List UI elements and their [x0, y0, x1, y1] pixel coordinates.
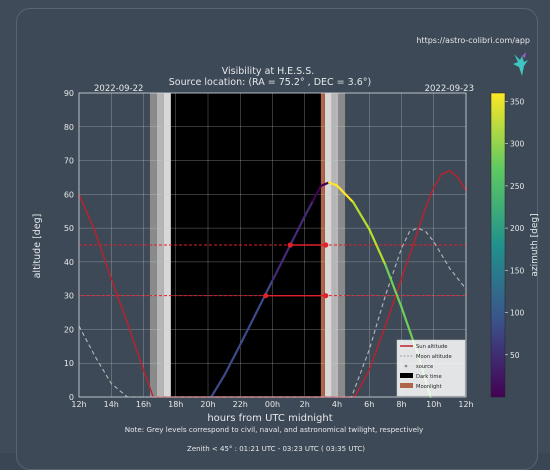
chart-legend: Sun altitude Moon altitude source Dark t…	[396, 339, 466, 397]
threshold-marker-start	[287, 242, 293, 248]
x-tick-label: 16h	[136, 400, 151, 409]
x-tick-label: 12h	[458, 400, 473, 409]
colorbar-tick-label: 250	[510, 182, 525, 191]
axes-layer: 12h 14h 16h 18h 20h 22h 00h 2h 4h 6h 8h 10h 12h01020…	[64, 89, 474, 409]
visibility-chart: 12h 14h 16h 18h 20h 22h 00h 2h 4h 6h 8h 10h 12h01020…	[32, 36, 540, 453]
date-right: 2022-09-23	[425, 84, 474, 94]
twilight-band-0-0	[149, 93, 157, 397]
colorbar-ticks: 50 100 150 200 250 300 350	[505, 97, 525, 360]
series-layer	[78, 169, 467, 399]
y-tick-label: 10	[64, 359, 74, 368]
axes-frame	[78, 92, 467, 398]
date-left: 2022-09-22	[94, 84, 143, 94]
x-tick-label: 8h	[396, 400, 406, 409]
source-track-segment	[335, 184, 355, 204]
y-tick-label: 70	[64, 157, 74, 166]
colorbar-tick-label: 50	[510, 351, 520, 360]
x-tick-label: 2h	[300, 400, 310, 409]
legend-label-sun: Sun altitude	[416, 344, 447, 350]
threshold-marker-end	[323, 293, 329, 299]
x-tick-label: 18h	[168, 400, 183, 409]
sun-altitude-line	[78, 169, 467, 398]
colorbar-label: azimuth [deg]	[530, 213, 540, 276]
source-track-segment	[384, 263, 403, 309]
hummingbird-logo	[513, 52, 528, 76]
source-track-segment	[223, 343, 242, 377]
y-tick-label: 60	[64, 190, 74, 199]
legend-swatch-source	[404, 364, 408, 368]
source-track-segment	[327, 181, 339, 187]
y-tick-label: 40	[64, 258, 74, 267]
y-tick-label: 0	[69, 393, 74, 402]
y-tick-label: 20	[64, 325, 74, 334]
x-tick-label: 10h	[426, 400, 441, 409]
y-axis-label: altitude [deg]	[32, 214, 43, 279]
colorbar-tick-label: 350	[510, 97, 525, 106]
zenith-footer: Zenith < 45° : 01:21 UTC - 03:23 UTC ( 0…	[187, 445, 365, 453]
x-tick-label: 12h	[71, 400, 86, 409]
x-tick-label: 14h	[104, 400, 119, 409]
y-tick-label: 80	[64, 123, 74, 132]
source-track-segment	[271, 247, 290, 282]
x-tick-label: 00h	[265, 400, 280, 409]
x-axis-label: hours from UTC midnight	[207, 413, 332, 424]
source-track-segment	[352, 201, 371, 231]
legend-swatch-moonlight	[400, 383, 413, 388]
y-tick-label: 50	[64, 224, 74, 233]
legend-label-dark: Dark time	[416, 374, 442, 380]
x-tick-label: 6h	[364, 400, 374, 409]
twilight-band-0-2	[163, 93, 171, 397]
source-track-segment	[303, 199, 314, 218]
legend-swatch-dark	[400, 373, 413, 378]
chart-subtitle: Source location: (RA = 75.2° , DEC = 3.6…	[169, 77, 371, 88]
x-tick-label: 20h	[200, 400, 215, 409]
legend-label-source: source	[416, 364, 433, 370]
x-tick-label: 22h	[233, 400, 248, 409]
source-track-segment	[239, 311, 258, 346]
twilight-note: Note: Grey levels correspond to civil, n…	[125, 425, 424, 434]
source-track-segment	[311, 184, 322, 203]
y-tick-label: 90	[64, 89, 74, 98]
chart-title: Visibility at H.E.S.S.	[222, 66, 315, 77]
colorbar-tick-label: 300	[510, 140, 525, 149]
moon-altitude-line	[78, 227, 467, 398]
url-text[interactable]: https://astro-colibri.com/app	[416, 36, 530, 45]
legend-label-moon: Moon altitude	[416, 354, 452, 360]
legend-label-moonlight: Moonlight	[416, 384, 442, 390]
colorbar-tick-label: 150	[510, 266, 525, 275]
colorbar-tick-label: 200	[510, 224, 525, 233]
y-tick-label: 30	[64, 292, 74, 301]
azimuth-colorbar	[490, 92, 506, 398]
threshold-marker-start	[263, 293, 269, 299]
x-tick-label: 4h	[332, 400, 342, 409]
colorbar-tick-label: 100	[510, 309, 525, 318]
source-track-segment	[210, 374, 226, 399]
source-track-segment	[368, 228, 387, 267]
threshold-marker-end	[323, 242, 329, 248]
